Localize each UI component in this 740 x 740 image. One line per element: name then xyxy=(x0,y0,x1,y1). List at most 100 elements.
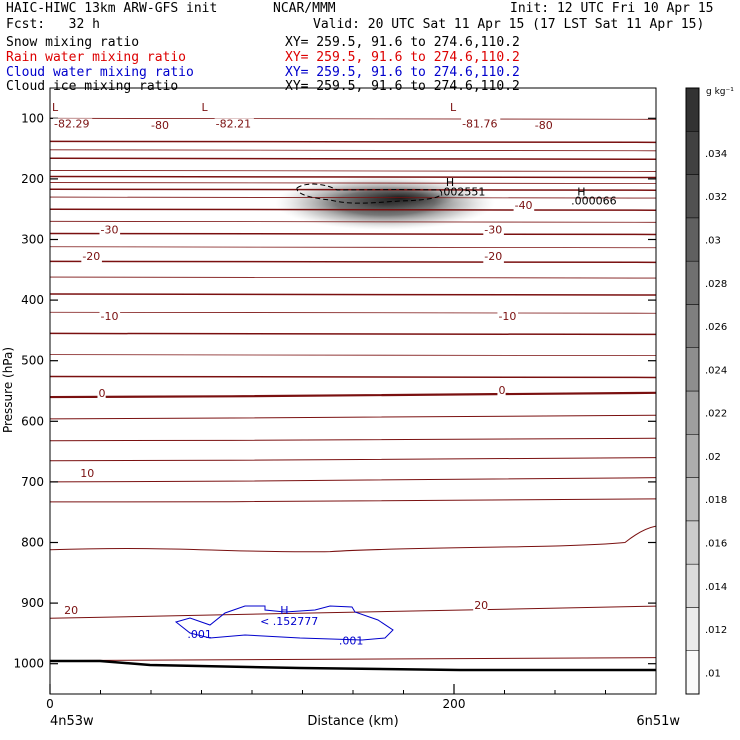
isotherm-line xyxy=(50,525,656,553)
temperature-label-bg xyxy=(533,120,555,133)
field-cloudwater-name: Cloud water mixing ratio xyxy=(6,65,194,80)
field-rain-name: Rain water mixing ratio xyxy=(6,50,187,65)
temperature-label: -80 xyxy=(151,119,169,132)
colorbar-label: .012 xyxy=(705,625,727,636)
isotherm-line xyxy=(50,276,656,279)
y-tick-label: 300 xyxy=(21,233,44,247)
isotherm-line xyxy=(50,157,656,161)
isotherm-line xyxy=(50,391,656,399)
temperature-label-bg xyxy=(79,468,94,481)
field-rain-xy: XY= 259.5, 91.6 to 274.6,110.2 xyxy=(285,50,520,65)
temperature-label-bg xyxy=(513,200,535,213)
colorbar-segment xyxy=(685,304,700,348)
isotherm-line xyxy=(50,657,656,662)
colorbar: .01 .012 .014 .016 .018 .02 .022 .024 .026 .028 .0… xyxy=(685,87,727,695)
temperature-label: -10 xyxy=(498,310,516,323)
colorbar-label: .022 xyxy=(705,409,727,420)
temperature-label: 0 xyxy=(498,384,505,397)
colorbar-segment xyxy=(685,390,700,435)
temperature-label: 10 xyxy=(80,467,94,480)
y-tick-label: 600 xyxy=(21,414,44,428)
colorbar-segment xyxy=(685,174,700,219)
isotherm-line xyxy=(50,220,656,223)
colorbar-segment xyxy=(685,477,700,522)
temperature-label-bg xyxy=(99,224,121,237)
temperature-label-bg xyxy=(63,605,78,618)
isotherm-line xyxy=(50,477,656,483)
temperature-label: 20 xyxy=(474,599,488,612)
y-tick-label: 400 xyxy=(21,293,44,307)
extremum-label: .000066 xyxy=(571,194,617,207)
isotherm-line xyxy=(50,260,656,264)
field-cloudwater-xy: XY= 259.5, 91.6 to 274.6,110.2 xyxy=(285,65,520,80)
isotherm-line xyxy=(50,232,656,236)
colorbar-segment xyxy=(685,347,700,392)
colorbar-label: .03 xyxy=(705,236,721,247)
isotherm-line xyxy=(50,437,656,442)
x-right-location: 6n51w xyxy=(636,714,680,729)
colorbar-label: .026 xyxy=(705,322,727,333)
temperature-label: 20 xyxy=(64,604,78,617)
surface-line xyxy=(50,659,656,672)
isotherm-line xyxy=(50,311,656,314)
temperature-label-bg xyxy=(53,118,93,131)
temperature-label: -20 xyxy=(484,250,502,263)
colorbar-segment xyxy=(685,87,700,132)
isotherm-line xyxy=(50,414,656,420)
valid-time: Valid: 20 UTC Sat 11 Apr 15 (17 LST Sat … xyxy=(313,17,705,32)
isotherm-line xyxy=(50,196,656,199)
temperature-label-bg xyxy=(483,251,504,264)
isotherm-line xyxy=(50,170,656,172)
colorbar-segment xyxy=(685,607,700,651)
isotherm-line xyxy=(50,208,656,211)
extremum-label: L xyxy=(450,101,457,114)
temperature-label: -20 xyxy=(82,250,100,263)
extremum-label: H xyxy=(577,185,585,198)
temperature-label-bg xyxy=(497,311,519,324)
colorbar-label: .024 xyxy=(705,365,727,376)
extremum-label: L xyxy=(202,101,209,114)
y-axis-label: Pressure (hPa) xyxy=(1,347,15,433)
colorbar-label: .028 xyxy=(705,279,727,290)
field-snow-xy: XY= 259.5, 91.6 to 274.6,110.2 xyxy=(285,35,520,50)
temperature-label-bg xyxy=(81,251,102,264)
cloud-water-label: < .152777 xyxy=(260,615,318,628)
snow-contour xyxy=(296,183,442,204)
y-tick-label: 100 xyxy=(21,111,44,125)
model-title: HAIC-HIWC 13km ARW-GFS init xyxy=(6,1,218,16)
colorbar-unit: g kg⁻¹ xyxy=(706,87,734,97)
colorbar-label: .016 xyxy=(705,539,727,550)
colorbar-segment xyxy=(685,434,700,478)
temperature-isotherms xyxy=(50,117,656,662)
colorbar-segment xyxy=(685,131,700,175)
temperature-label: -80 xyxy=(535,119,553,132)
forecast-hour: Fcst: 32 h xyxy=(6,17,100,32)
colorbar-label: .032 xyxy=(705,192,727,203)
temperature-label-bg xyxy=(150,120,171,133)
colorbar-segment xyxy=(685,217,700,262)
isotherm-line xyxy=(50,117,656,120)
cloud-water-label: H xyxy=(280,604,288,617)
isotherm-line xyxy=(50,140,656,144)
extremum-label: L xyxy=(52,101,59,114)
extremum-label: .002551 xyxy=(440,185,486,198)
temperature-label: -82.21 xyxy=(216,117,251,130)
colorbar-segment xyxy=(685,650,700,695)
init-time: Init: 12 UTC Fri 10 Apr 15 xyxy=(510,1,714,16)
contour-labels: -82.29 -80 -82.21 -81.76 -80 -40 -30 -30 -20 -20 -… xyxy=(52,101,617,647)
colorbar-label: .014 xyxy=(705,582,727,593)
isotherm-line xyxy=(50,182,656,184)
colorbar-label: .018 xyxy=(705,495,727,506)
extremum-label: H xyxy=(446,176,454,189)
isotherm-line xyxy=(50,246,656,249)
temperature-label: 0 xyxy=(98,387,105,400)
temperature-label: -40 xyxy=(515,199,533,212)
cloud-water-label: .001 xyxy=(339,634,364,647)
colorbar-frame xyxy=(685,87,700,695)
y-tick-label: 800 xyxy=(21,536,44,550)
colorbar-label: .02 xyxy=(705,452,721,463)
isotherm-line xyxy=(50,457,656,462)
